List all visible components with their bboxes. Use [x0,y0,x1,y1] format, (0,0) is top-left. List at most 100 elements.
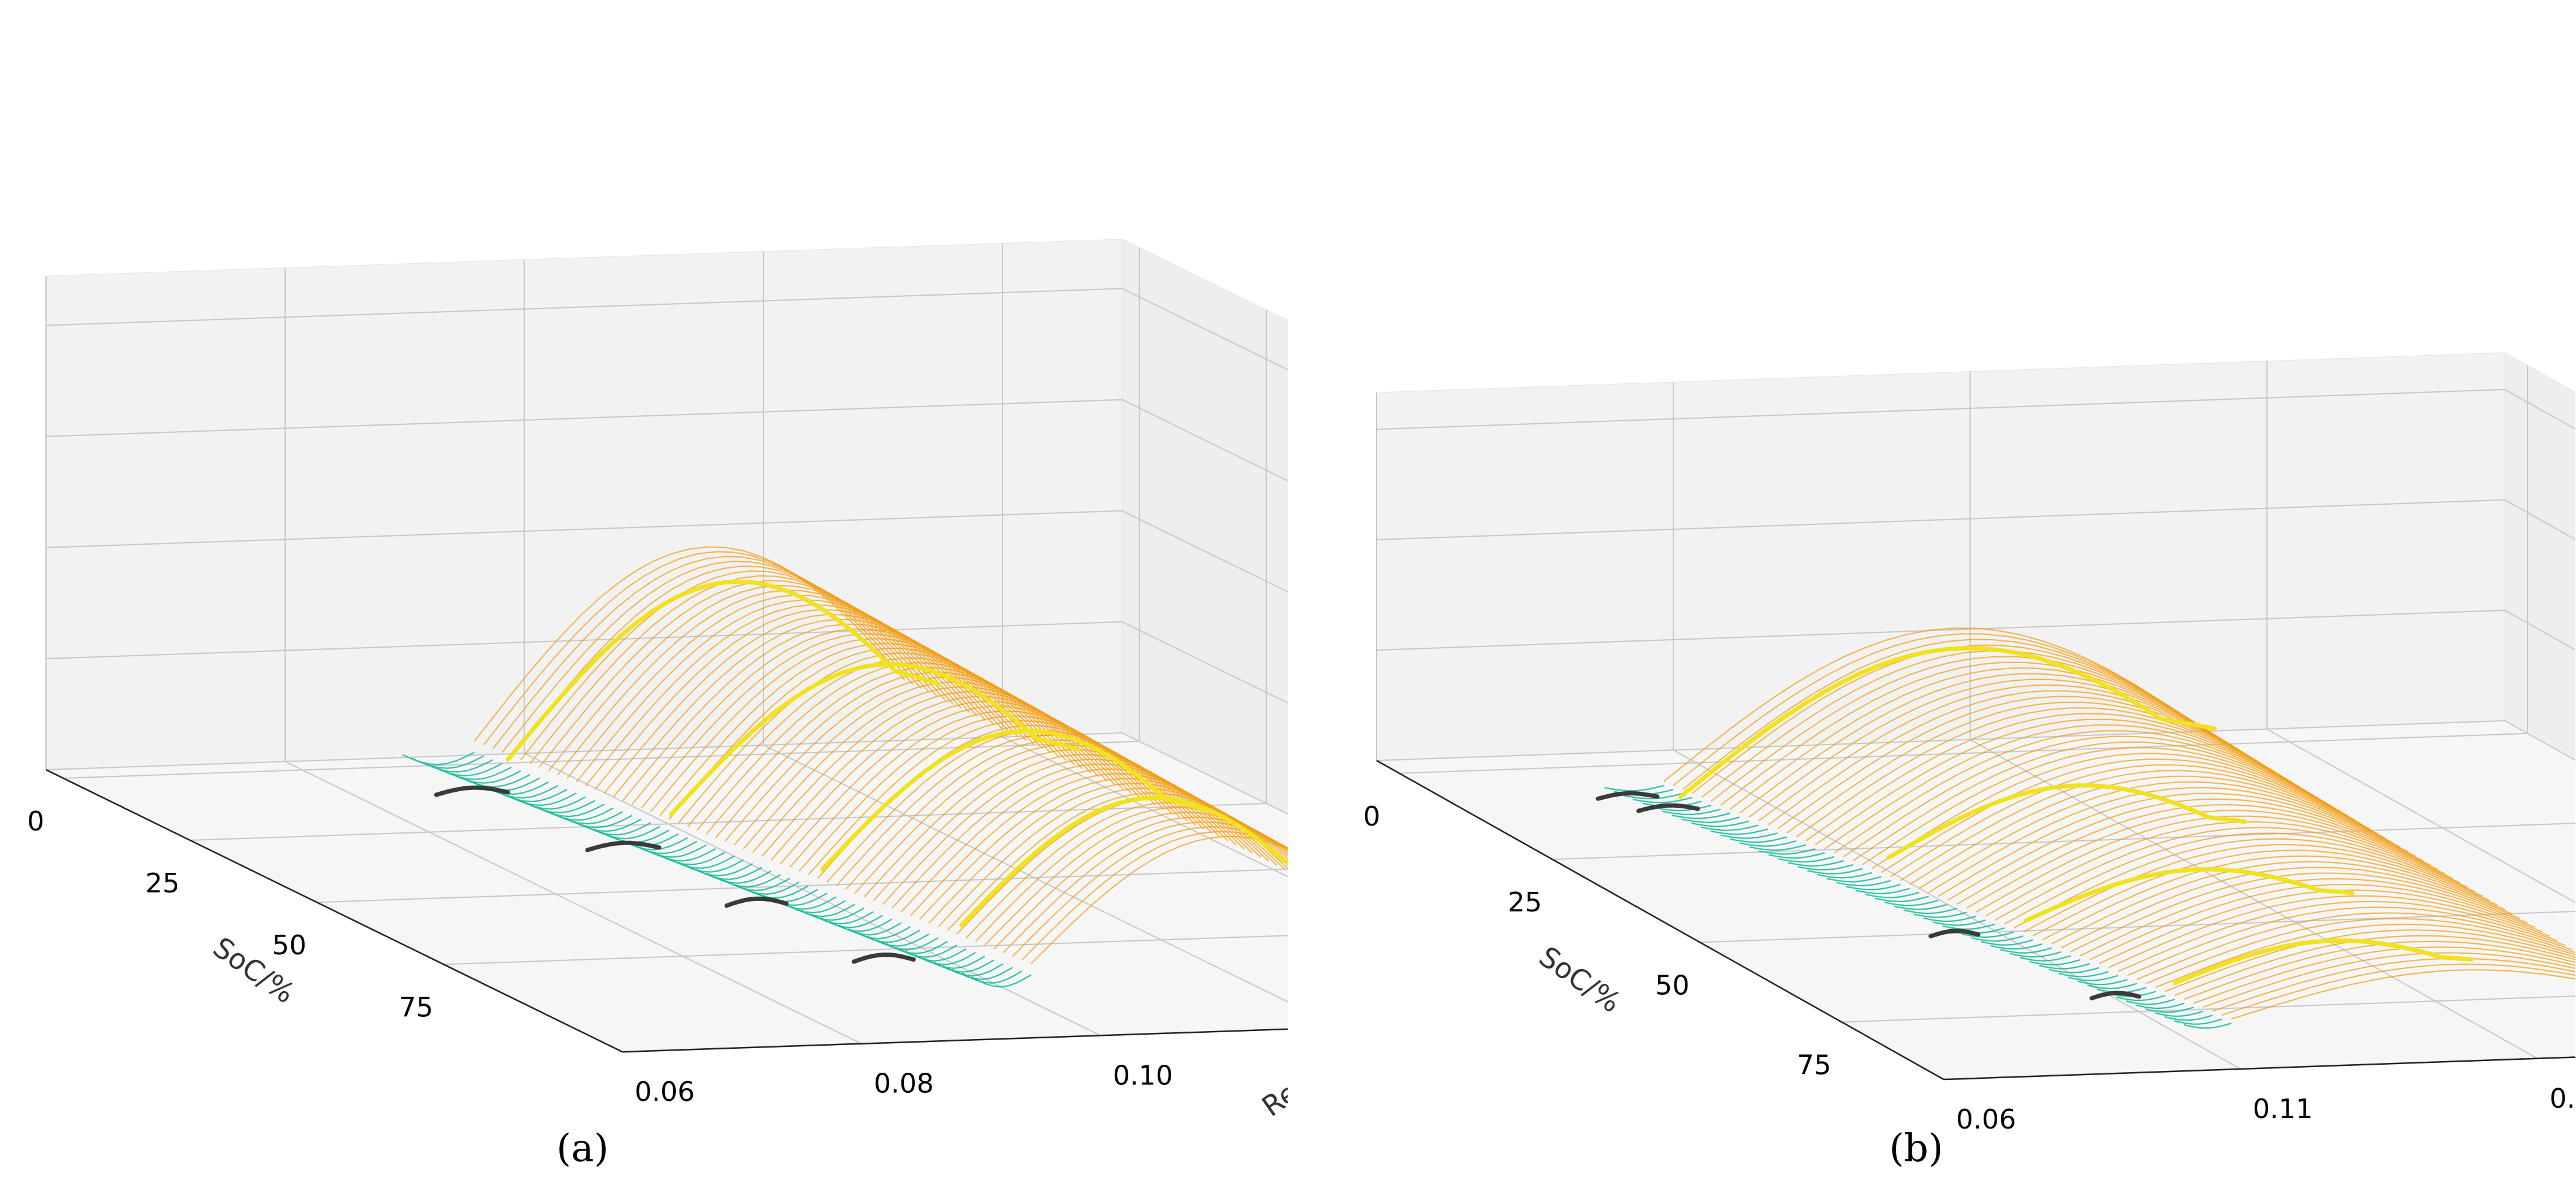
orange-sweep-line [2079,878,2528,957]
orange-sweep-line [473,546,906,742]
back-right-pane [2504,352,2575,761]
chart-panel-a: 02550750.060.080.100.120.14−0.010.010.03… [27,239,1288,1170]
measured-dark-curve [852,953,916,964]
soc-tick-label: 50 [1655,970,1689,1001]
soc-tick-label: 0 [27,806,44,837]
orange-sweep-line [2061,867,2513,949]
teal-sweep-line [1787,860,1844,867]
grid-line-y [1672,381,2241,1070]
orange-sweep-line [2222,963,2575,1016]
teal-sweep-line [1894,903,1948,910]
caption-a: (a) [556,1125,609,1170]
orange-sweep-line [1682,638,2214,790]
teal-sweep-line [1990,943,2043,950]
orange-sweep-line [780,705,1172,864]
soc-tick-label: 25 [145,868,180,899]
teal-sweep-line [2058,971,2109,978]
teal-sweep-line [847,926,911,940]
teal-sweep-line [809,911,874,925]
teal-sweep-line [2125,999,2175,1005]
rez-tick-label: 0.06 [1956,1104,2016,1135]
teal-sweep-line [1623,792,1683,800]
teal-sweep-line [2155,1010,2204,1017]
teal-sweep-line [952,967,1013,980]
teal-sweep-line [1633,797,1692,803]
teal-sweep-line [819,914,883,929]
measured-dark-curve [1636,803,1700,813]
chart-b-data [1596,627,2575,1029]
orange-sweep-line [2165,929,2575,992]
grid-line-y [285,267,862,1045]
orange-sweep-line [1729,667,2251,810]
teal-sweep-line [1923,915,1976,922]
orange-sweep-line [1739,673,2259,814]
teal-sweep-line [800,907,865,921]
orange-sweep-line [1720,661,2244,806]
teal-sweep-line [1913,911,1967,918]
rez-tick-label: 0.08 [874,1068,934,1100]
orange-sweep-line [1786,701,2296,834]
rez-tick-label: 0.06 [635,1076,695,1108]
rez-axis-line [622,1028,1288,1053]
grid-line-x [1552,822,2575,861]
soc-tick-label: 0 [1363,801,1380,832]
teal-sweep-line [1846,884,1901,891]
teal-sweep-line [1826,876,1882,883]
measured-dark-curve [2089,991,2142,1001]
orange-sweep-line [1710,656,2236,802]
orange-sweep-line [1701,650,2229,798]
orange-sweep-line [1663,627,2199,782]
teal-sweep-line [1710,828,1768,835]
orange-sweep-line [1957,804,2431,905]
teal-sweep-line [961,970,1022,984]
teal-sweep-line [1739,840,1797,847]
back-right-pane [1122,239,1288,815]
teal-sweep-line [876,937,939,951]
measured-yellow-curve [2024,867,2355,923]
orange-sweep-line [2032,849,2491,937]
orange-sweep-line [2136,912,2573,980]
measured-dark-curve [434,785,510,797]
orange-sweep-line [2042,855,2498,941]
orange-sweep-line [548,585,970,772]
measured-dark-curve [1596,791,1660,801]
teal-sweep-line [2184,1022,2232,1029]
teal-sweep-line [1855,887,1910,895]
orange-sweep-line [1909,775,2393,885]
grid-line-z [1376,499,2575,540]
orange-sweep-line [2051,861,2505,945]
teal-sweep-line [1759,848,1816,855]
orange-sweep-line [1021,830,1288,961]
teal-sweep-line [1604,784,1664,792]
grid-line-z [45,621,1288,704]
orange-sweep-line [1030,835,1288,965]
orange-sweep-line [1843,735,2341,857]
teal-sweep-line [838,922,902,936]
grid-line-y [1002,243,1288,878]
teal-sweep-line [914,952,976,965]
teal-sweep-line [2029,959,2081,966]
orange-sweep-line [585,604,1003,786]
orange-sweep-line [761,696,1156,857]
teal-sweep-line [885,941,948,954]
back-left-pane [45,239,1123,770]
orange-sweep-line [603,613,1019,794]
orange-sweep-line [1003,821,1288,954]
teal-sweep-line [904,948,967,962]
grid-line-z [45,510,1288,593]
teal-sweep-line [1884,899,1939,907]
caption-b: (b) [1889,1125,1944,1170]
teal-sweep-line [2009,951,2062,958]
chart-a-axes [45,769,1288,1053]
orange-sweep-line [2146,918,2575,984]
rez-tick-label: 0.16 [2550,1083,2575,1114]
orange-sweep-line [1928,787,2409,893]
teal-sweep-line [1653,805,1711,811]
teal-sweep-line [2174,1018,2223,1025]
orange-sweep-line [2184,940,2575,1000]
orange-sweep-line [659,643,1067,816]
grid-line-x [1399,365,2528,774]
soc-tick-label: 75 [1797,1049,1832,1081]
teal-sweep-line [857,929,920,943]
